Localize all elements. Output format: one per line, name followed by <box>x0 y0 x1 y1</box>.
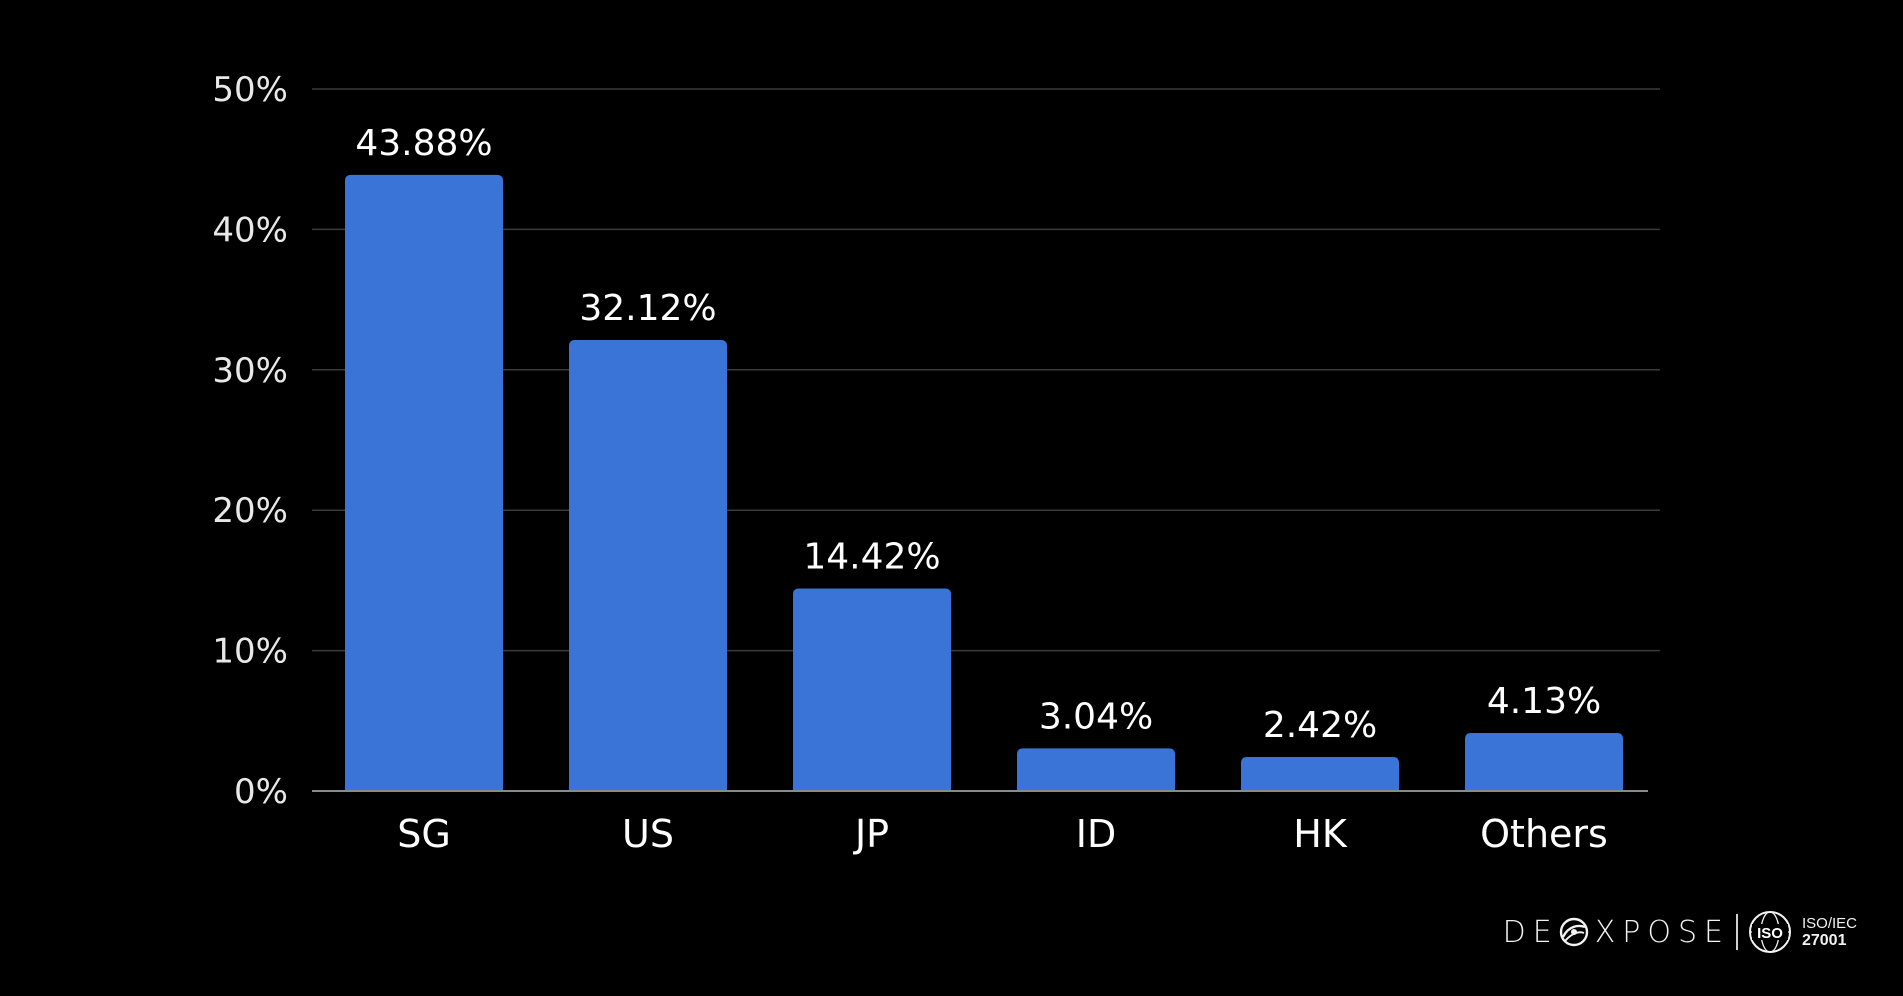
brand-logo: DE XPOSE ISO ISO/IEC 27001 <box>1503 910 1857 954</box>
bar-hk <box>1241 757 1399 791</box>
data-label: 43.88% <box>355 123 492 164</box>
y-tick-label: 30% <box>212 351 288 391</box>
x-tick-label: ID <box>1076 812 1116 856</box>
bar-sg <box>345 174 503 791</box>
y-tick-label: 50% <box>212 70 288 110</box>
data-label: 32.12% <box>579 288 716 329</box>
wordmark-right: XPOSE <box>1594 914 1730 950</box>
svg-text:ISO: ISO <box>1757 925 1783 942</box>
x-tick-label: Others <box>1480 812 1608 856</box>
x-tick-label: US <box>622 812 674 856</box>
bar-others <box>1465 733 1623 791</box>
bar-id <box>1017 748 1175 791</box>
eye-swirl-icon <box>1559 917 1588 947</box>
y-tick-label: 40% <box>212 210 288 250</box>
y-tick-label: 0% <box>234 772 288 812</box>
iso-standard-label: ISO/IEC <box>1801 915 1857 932</box>
iso-certification: ISO/IEC 27001 <box>1802 915 1857 949</box>
iso-number-label: 27001 <box>1801 932 1847 949</box>
x-tick-label: JP <box>853 812 889 856</box>
bar-jp <box>793 588 951 791</box>
iso-globe-icon: ISO <box>1748 911 1791 953</box>
y-tick-label: 10% <box>212 632 288 672</box>
y-tick-label: 20% <box>212 491 288 531</box>
x-tick-label: HK <box>1293 812 1348 856</box>
wordmark-left: DE <box>1502 914 1559 950</box>
dexpose-wordmark: DE XPOSE <box>1503 915 1730 950</box>
logo-divider <box>1735 914 1738 950</box>
bar-us <box>569 340 727 791</box>
data-label: 14.42% <box>803 537 940 578</box>
data-label: 2.42% <box>1263 705 1377 746</box>
x-tick-label: SG <box>397 812 451 856</box>
data-label: 4.13% <box>1487 681 1601 722</box>
data-label: 3.04% <box>1039 696 1153 737</box>
